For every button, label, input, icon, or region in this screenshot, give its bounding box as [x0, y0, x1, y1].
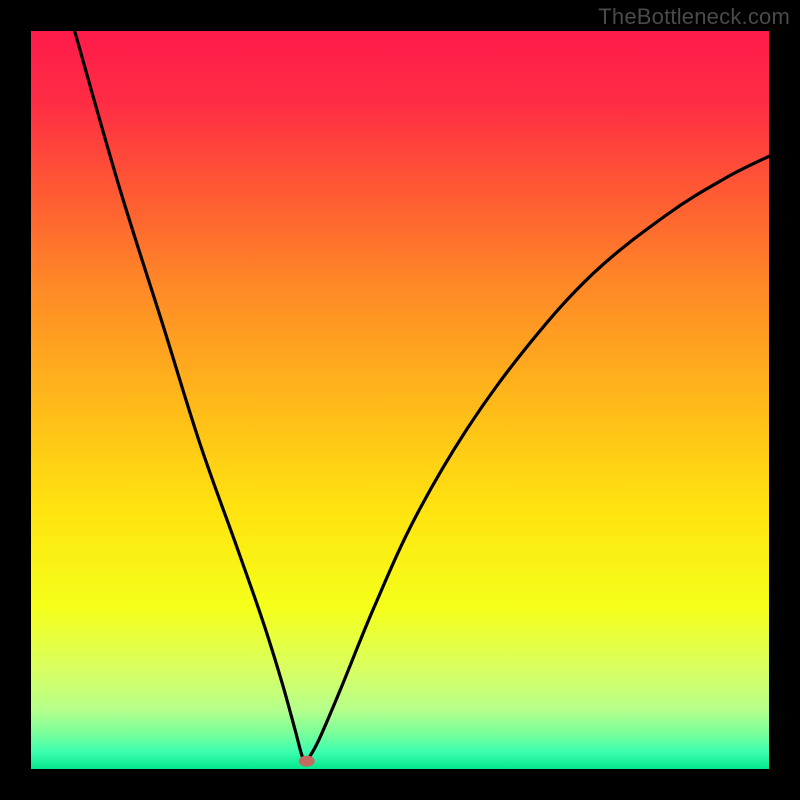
- chart-svg: [0, 0, 800, 800]
- attribution-text: TheBottleneck.com: [598, 4, 790, 30]
- min-marker: [299, 756, 315, 767]
- chart-stage: TheBottleneck.com: [0, 0, 800, 800]
